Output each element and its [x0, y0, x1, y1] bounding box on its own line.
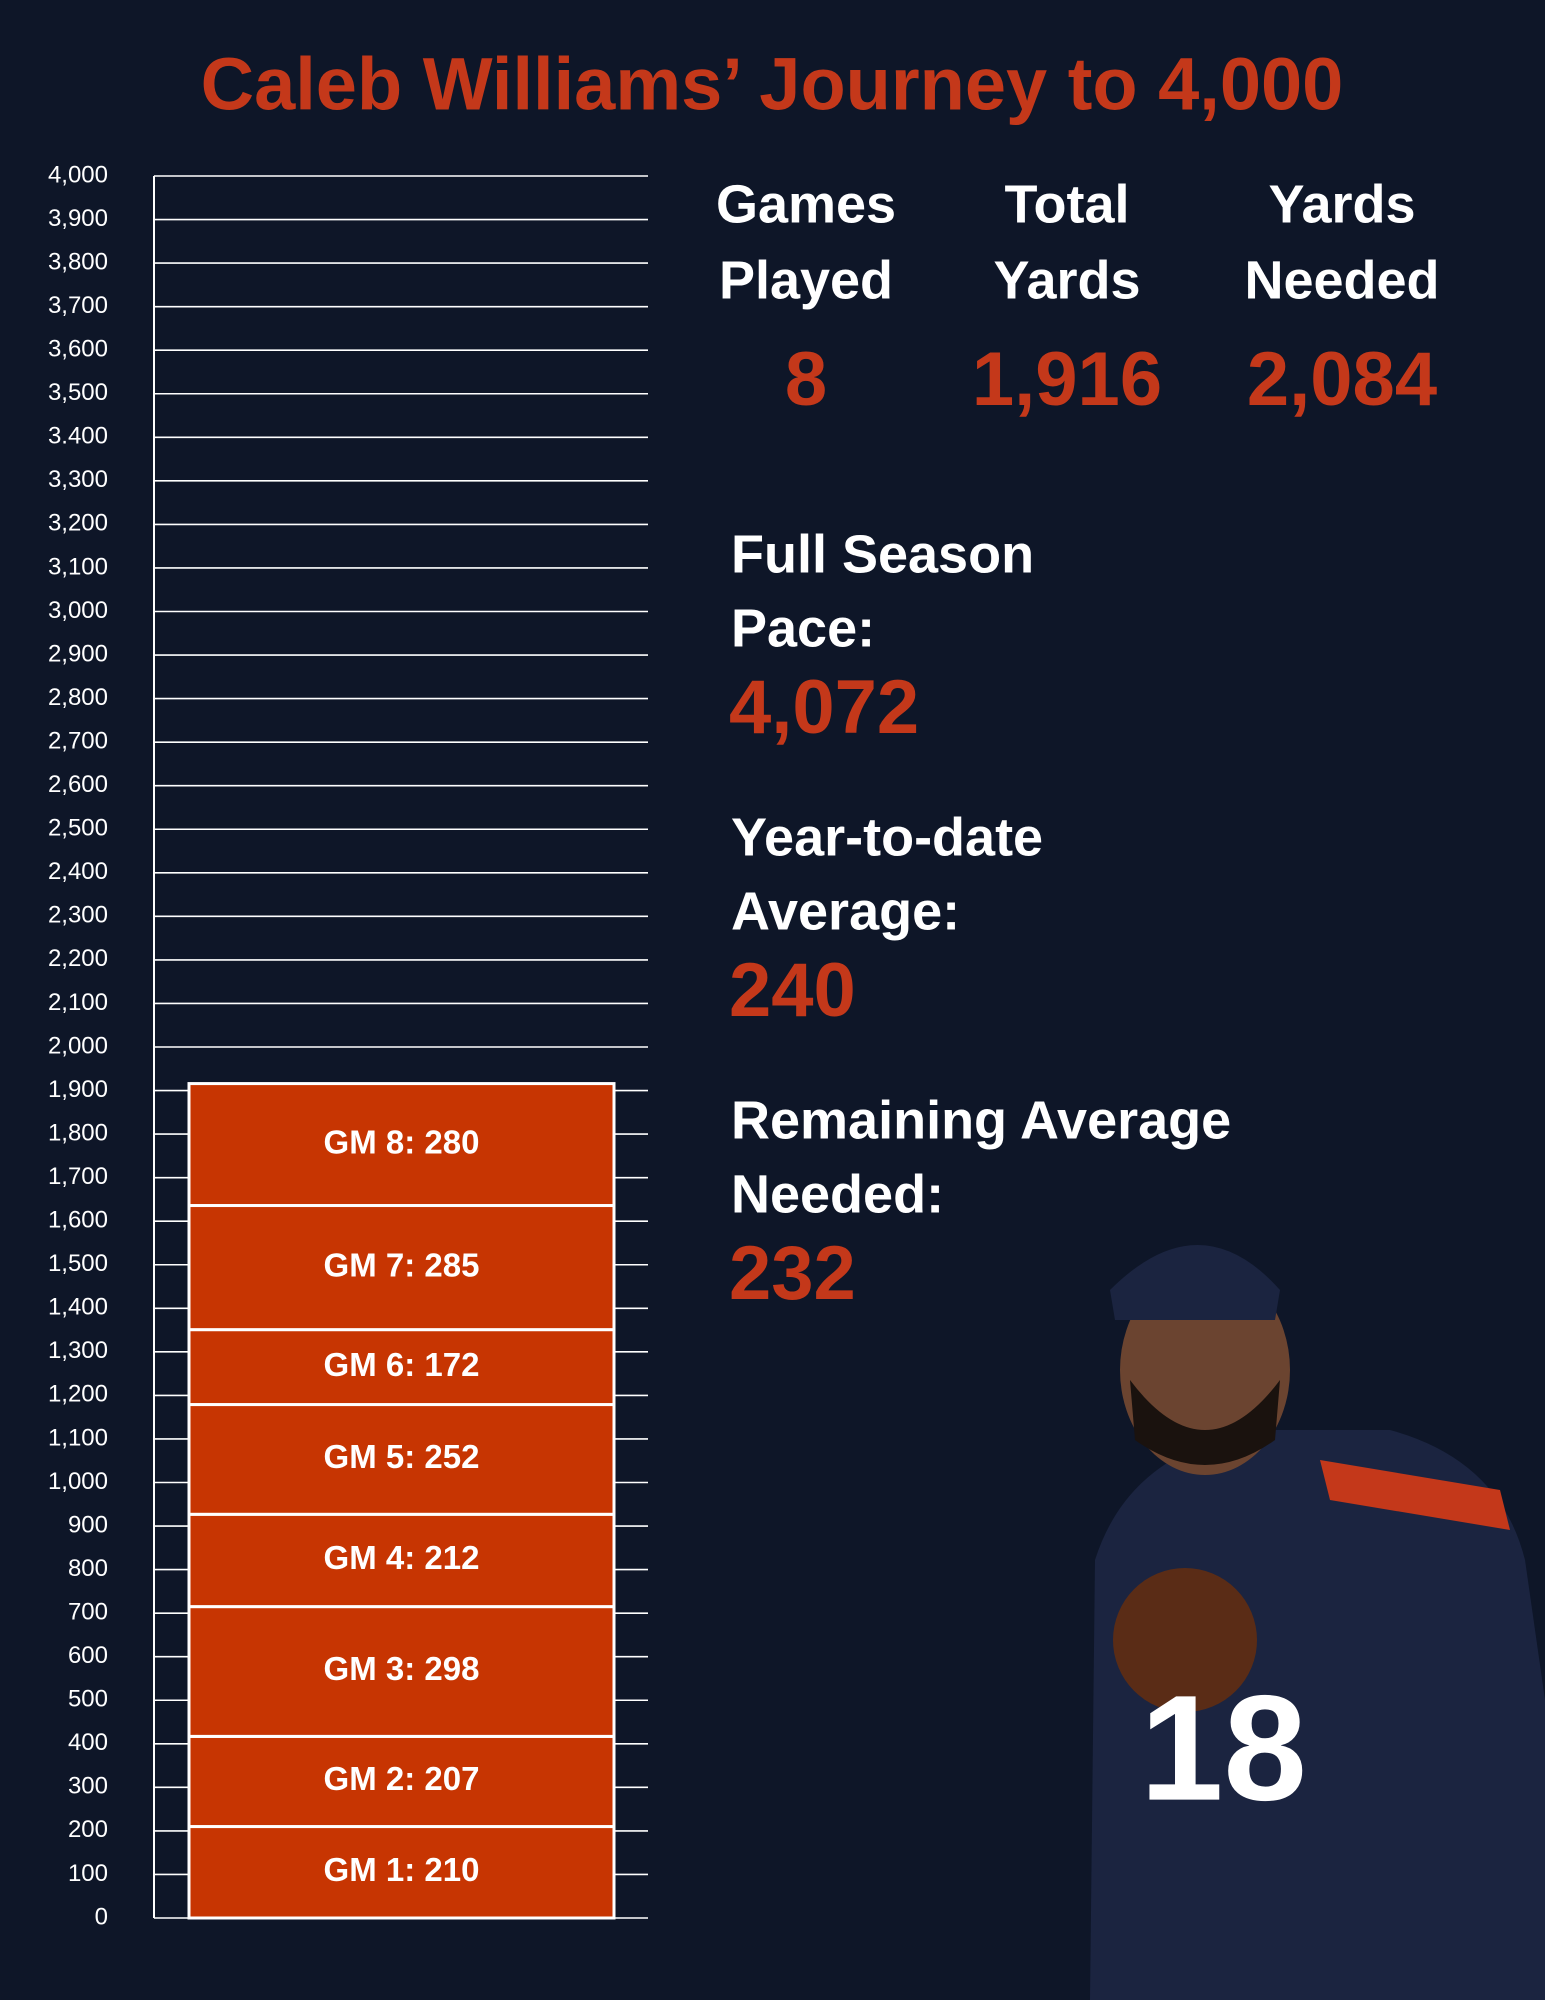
stat-label: Needed:	[731, 1164, 944, 1224]
y-tick-label: 3,900	[48, 205, 108, 232]
segment-label: GM 6: 172	[324, 1346, 480, 1383]
y-tick-label: 2,300	[48, 902, 108, 929]
y-tick-label: 3,600	[48, 336, 108, 363]
segment-label: GM 3: 298	[324, 1650, 480, 1687]
y-tick-label: 2,900	[48, 640, 108, 667]
y-tick-label: 1,600	[48, 1207, 108, 1234]
bar-segment	[187, 1082, 616, 1208]
y-tick-label: 2,200	[48, 945, 108, 972]
y-tick-label: 300	[68, 1773, 108, 1800]
segment-label: GM 2: 207	[324, 1760, 480, 1797]
y-tick-label: 3.400	[48, 423, 108, 450]
stat-value: 240	[729, 948, 856, 1033]
y-tick-label: 2,400	[48, 858, 108, 885]
jersey-number: 18	[1140, 1664, 1307, 1832]
y-tick-label: 400	[68, 1729, 108, 1756]
stat-label: Pace:	[731, 598, 875, 658]
y-tick-label: 1,400	[48, 1294, 108, 1321]
stat-value: 1,916	[972, 337, 1162, 422]
y-tick-label: 4,000	[48, 161, 108, 188]
y-tick-label: 3,200	[48, 510, 108, 537]
y-tick-label: 3,500	[48, 379, 108, 406]
stat-label: Remaining Average	[731, 1090, 1231, 1150]
stat-label: Played	[719, 250, 893, 310]
stat-value: 232	[729, 1231, 856, 1316]
y-tick-label: 3,700	[48, 292, 108, 319]
segment-label: GM 1: 210	[324, 1851, 480, 1888]
y-tick-label: 200	[68, 1816, 108, 1843]
bar-segment	[187, 1734, 616, 1829]
y-tick-label: 1,500	[48, 1250, 108, 1277]
stat-label: Year-to-date	[731, 807, 1043, 867]
y-tick-label: 1,300	[48, 1337, 108, 1364]
player-photo: 18	[1090, 1245, 1545, 2000]
bar-segment	[187, 1328, 616, 1407]
stat-label: Needed	[1244, 250, 1439, 310]
y-tick-label: 800	[68, 1555, 108, 1582]
y-tick-label: 2,600	[48, 771, 108, 798]
stat-label: Full Season	[731, 524, 1034, 584]
y-tick-label: 1,200	[48, 1381, 108, 1408]
bar-segment	[187, 1512, 616, 1609]
y-tick-label: 100	[68, 1860, 108, 1887]
y-tick-label: 3,000	[48, 597, 108, 624]
segment-label: GM 5: 252	[324, 1438, 480, 1475]
y-tick-label: 3,300	[48, 466, 108, 493]
y-tick-label: 2,700	[48, 727, 108, 754]
y-tick-label: 3,800	[48, 248, 108, 275]
y-tick-label: 0	[95, 1903, 108, 1930]
stat-value: 8	[785, 337, 827, 422]
y-tick-label: 600	[68, 1642, 108, 1669]
stat-label: Yards	[1268, 174, 1415, 234]
chart-title: Caleb Williams’ Journey to 4,000	[201, 43, 1344, 126]
y-tick-label: 1,100	[48, 1424, 108, 1451]
stat-value: 2,084	[1247, 337, 1437, 422]
bar-segment	[187, 1204, 616, 1332]
bar-segment	[187, 1403, 616, 1516]
y-tick-label: 3,100	[48, 553, 108, 580]
stat-value: 4,072	[729, 665, 919, 750]
y-tick-label: 1,700	[48, 1163, 108, 1190]
stat-label: Games	[716, 174, 896, 234]
y-tick-label: 500	[68, 1686, 108, 1713]
y-tick-label: 1,900	[48, 1076, 108, 1103]
y-tick-label: 2,500	[48, 815, 108, 842]
stat-label: Average:	[731, 881, 960, 941]
segment-label: GM 7: 285	[324, 1246, 480, 1283]
bar-segment	[187, 1825, 616, 1920]
stat-label: Total	[1005, 174, 1130, 234]
y-tick-label: 900	[68, 1511, 108, 1538]
stat-label: Yards	[993, 250, 1140, 310]
y-tick-label: 2,000	[48, 1032, 108, 1059]
segment-label: GM 4: 212	[324, 1539, 480, 1576]
y-tick-label: 2,800	[48, 684, 108, 711]
y-tick-label: 1,800	[48, 1119, 108, 1146]
y-tick-label: 700	[68, 1598, 108, 1625]
bar-segment	[187, 1605, 616, 1738]
y-tick-label: 1,000	[48, 1468, 108, 1495]
y-tick-label: 2,100	[48, 989, 108, 1016]
segment-label: GM 8: 280	[324, 1123, 480, 1160]
